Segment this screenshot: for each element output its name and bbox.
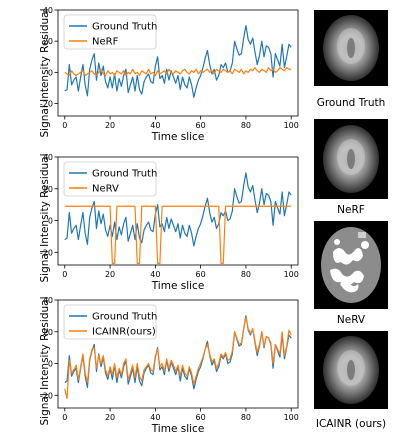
legend-entry: Ground Truth (92, 22, 157, 33)
y-tick-label: 20 (43, 328, 53, 337)
legend-entry: NeRF (92, 37, 119, 48)
x-tick-label: 0 (62, 270, 67, 279)
x-tick-label: 0 (62, 121, 67, 130)
x-axis-label: Time slice (151, 423, 205, 435)
y-tick-label: -20 (40, 391, 53, 400)
series-line-nerv (64, 205, 292, 265)
axes-frame (57, 156, 299, 266)
y-tick-label: -20 (40, 100, 53, 109)
y-axis-label-middle: Signal Intensity Residual (39, 154, 51, 283)
x-tick-label: 40 (150, 413, 160, 422)
y-tick-label: -20 (40, 248, 53, 257)
y-axis-label-bottom: Signal Intensity Residual (39, 297, 51, 426)
series-line-ground-truth (64, 172, 292, 247)
x-tick-label: 20 (105, 121, 115, 130)
y-tick-label: 0 (48, 360, 53, 369)
legend-entry: Ground Truth (92, 169, 157, 180)
y-tick-label: 0 (48, 217, 53, 226)
y-tick-label: 20 (43, 37, 53, 46)
brain-image-nerf (314, 119, 388, 199)
x-axis-label: Time slice (151, 280, 205, 292)
x-axis-label: Time slice (151, 131, 205, 143)
series-line-icainr-ours- (64, 316, 292, 400)
y-tick-label: 40 (43, 153, 53, 162)
series-line-ground-truth (64, 24, 292, 98)
x-tick-label: 100 (284, 270, 299, 279)
caption-ground-truth: Ground Truth (316, 97, 386, 109)
x-tick-label: 60 (196, 121, 206, 130)
caption-nerv: NeRV (336, 314, 366, 326)
y-tick-label: 20 (43, 185, 53, 194)
brain-image-ground-truth (314, 10, 388, 86)
y-tick-label: 40 (43, 6, 53, 15)
x-tick-label: 20 (105, 270, 115, 279)
series-line-nerf (64, 67, 292, 77)
x-tick-label: 0 (62, 413, 67, 422)
x-tick-label: 100 (284, 121, 299, 130)
x-tick-label: 80 (241, 270, 251, 279)
brain-image-nerv (314, 221, 388, 309)
legend-entry: Ground Truth (92, 312, 157, 323)
caption-icainr: ICAINR (ours) (315, 418, 387, 430)
x-tick-label: 60 (196, 413, 206, 422)
x-tick-label: 100 (284, 413, 299, 422)
axes-frame (57, 9, 299, 117)
brain-image-icainr (314, 331, 388, 409)
x-tick-label: 80 (241, 121, 251, 130)
y-axis-label-top: Signal Intensity Residual (39, 9, 51, 138)
x-tick-label: 80 (241, 413, 251, 422)
x-tick-label: 40 (150, 270, 160, 279)
x-tick-label: 40 (150, 121, 160, 130)
y-tick-label: 0 (48, 68, 53, 77)
legend-entry: ICAINR(ours) (92, 327, 156, 338)
legend-entry: NeRV (92, 184, 119, 195)
axes-frame (57, 299, 299, 409)
caption-nerf: NeRF (337, 204, 365, 216)
x-tick-label: 60 (196, 270, 206, 279)
y-tick-label: 40 (43, 296, 53, 305)
x-tick-label: 20 (105, 413, 115, 422)
